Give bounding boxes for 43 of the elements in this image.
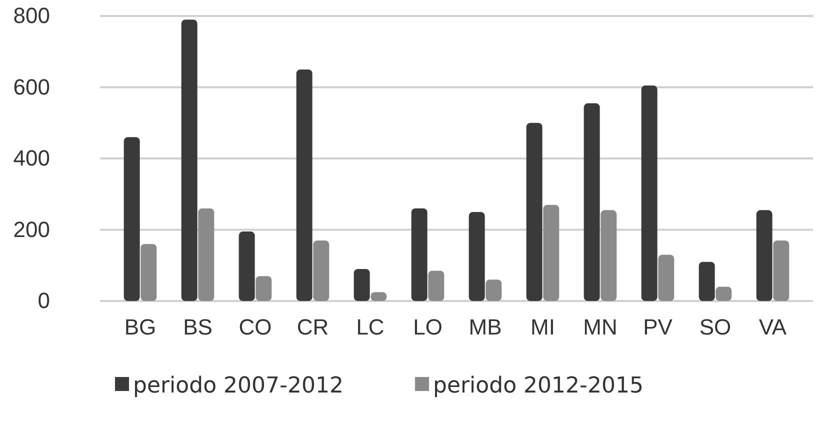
- x-tick-label: MI: [530, 314, 555, 340]
- bar: [428, 270, 444, 301]
- bar: [698, 262, 715, 301]
- bar: [526, 122, 542, 301]
- bar: [296, 69, 312, 301]
- x-tick-label: PV: [643, 314, 673, 340]
- bar: [773, 240, 790, 301]
- x-tick-label: MB: [468, 314, 502, 340]
- x-tick-label: BG: [124, 314, 156, 340]
- x-tick-label: CO: [238, 314, 272, 340]
- bar: [181, 20, 198, 301]
- bar: [486, 280, 502, 301]
- x-tick-label: SO: [699, 314, 732, 340]
- bar: [600, 210, 617, 301]
- bar: [238, 232, 255, 301]
- y-tick-label: 600: [13, 74, 50, 100]
- y-tick-label: 200: [13, 216, 50, 242]
- x-tick-label: MN: [583, 314, 618, 340]
- x-tick-label: VA: [758, 314, 787, 340]
- bar: [756, 210, 772, 301]
- bar: [543, 204, 560, 301]
- bar: [641, 85, 658, 301]
- x-tick-label: CR: [296, 314, 329, 340]
- x-tick-label: LO: [413, 314, 442, 340]
- x-tick-label: LC: [356, 314, 384, 340]
- bar: [313, 240, 330, 301]
- bar: [370, 292, 387, 301]
- bar: [411, 208, 428, 301]
- y-tick-label: 0: [38, 288, 50, 314]
- bar: [658, 254, 674, 301]
- x-tick-label: BS: [183, 314, 212, 340]
- legend-label: periodo 2007-2012: [133, 374, 344, 399]
- bar: [124, 137, 140, 301]
- y-tick-label: 800: [13, 3, 50, 28]
- bar: [468, 212, 485, 301]
- bar: [256, 276, 272, 301]
- bar: [140, 244, 157, 301]
- y-tick-label: 400: [13, 146, 50, 171]
- bar: [716, 286, 732, 301]
- bar: [198, 208, 214, 301]
- bar: [354, 268, 370, 301]
- bar: [584, 103, 600, 301]
- legend-label: periodo 2012-2015: [433, 374, 644, 399]
